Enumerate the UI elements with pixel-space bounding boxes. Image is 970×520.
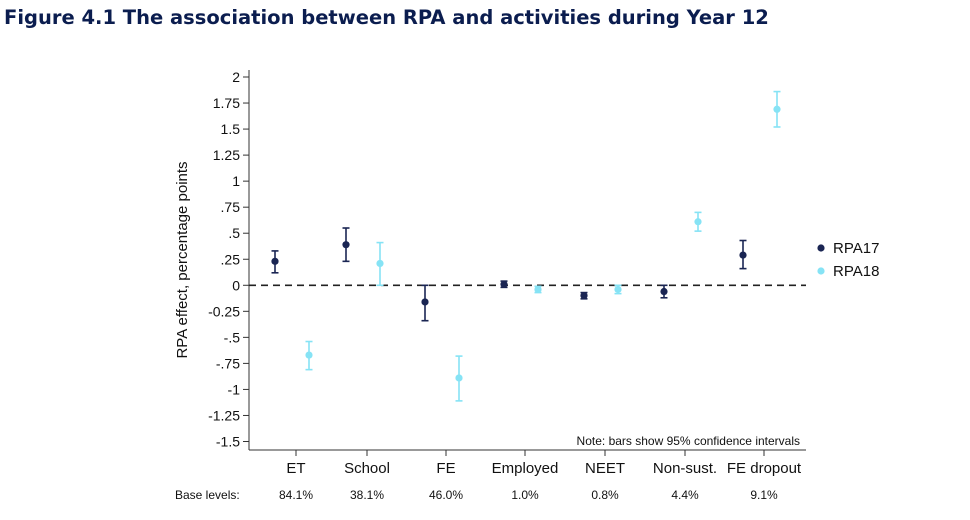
base-level-value: 38.1% [350, 488, 384, 502]
legend-marker-rpa18 [817, 267, 825, 275]
x-tick-label: Non-sust. [653, 460, 717, 477]
y-tick-label: -.75 [216, 355, 240, 371]
data-point-rpa17 [342, 241, 350, 249]
data-point-rpa17 [421, 298, 429, 306]
legend: RPA17 RPA18 [817, 240, 879, 280]
base-level-value: 4.4% [671, 488, 699, 502]
y-tick-label: 1.75 [213, 95, 240, 111]
x-tick-label: School [344, 460, 390, 477]
data-point-rpa18 [694, 218, 702, 226]
x-tick-label: NEET [585, 460, 625, 477]
y-tick-label: .5 [228, 225, 240, 241]
y-tick-label: -.5 [224, 329, 241, 345]
x-tick-label: FE [436, 460, 455, 477]
y-tick-label: 1.5 [221, 121, 241, 137]
y-tick-label: -0.25 [208, 303, 240, 319]
data-point-rpa18 [376, 259, 384, 268]
base-level-value: 0.8% [591, 488, 619, 502]
chart-labels: 21.751.51.251.75.5.250-0.25-.5-.75-1-1.2… [174, 69, 802, 502]
data-point-rpa17 [271, 257, 279, 265]
data-point-rpa17 [660, 287, 668, 296]
base-level-value: 9.1% [750, 488, 778, 502]
data-point-rpa17 [739, 251, 747, 259]
y-tick-label: 2 [232, 69, 240, 85]
chart-axes [243, 70, 806, 456]
data-point-rpa18 [305, 351, 313, 359]
legend-label-rpa17: RPA17 [833, 240, 879, 257]
y-tick-label: -1 [228, 381, 241, 397]
data-point-rpa17 [500, 280, 508, 288]
data-point-rpa17 [580, 292, 588, 300]
y-tick-label: 0 [232, 277, 240, 293]
data-point-rpa18 [773, 105, 781, 113]
chart-marks [271, 90, 781, 402]
x-tick-label: FE dropout [727, 460, 802, 477]
x-tick-label: Employed [492, 460, 559, 477]
legend-marker-rpa17 [817, 244, 825, 252]
chart-note: Note: bars show 95% confidence intervals [577, 434, 800, 448]
y-tick-label: -1.25 [208, 407, 240, 423]
base-level-value: 1.0% [511, 488, 539, 502]
y-tick-label: .75 [221, 199, 241, 215]
data-point-rpa18 [534, 285, 542, 294]
data-point-rpa18 [614, 285, 622, 294]
data-point-rpa18 [455, 374, 463, 382]
base-level-value: 84.1% [279, 488, 313, 502]
figure-title: Figure 4.1 The association between RPA a… [4, 6, 769, 29]
y-tick-label: 1 [232, 173, 240, 189]
y-tick-label: -1.5 [216, 434, 240, 450]
y-tick-label: 1.25 [213, 147, 240, 163]
base-levels-label: Base levels: [175, 488, 240, 502]
x-tick-label: ET [286, 460, 305, 477]
y-axis-title: RPA effect, percentage points [174, 161, 191, 358]
y-tick-label: .25 [221, 251, 241, 267]
legend-label-rpa18: RPA18 [833, 263, 879, 280]
base-level-value: 46.0% [429, 488, 463, 502]
